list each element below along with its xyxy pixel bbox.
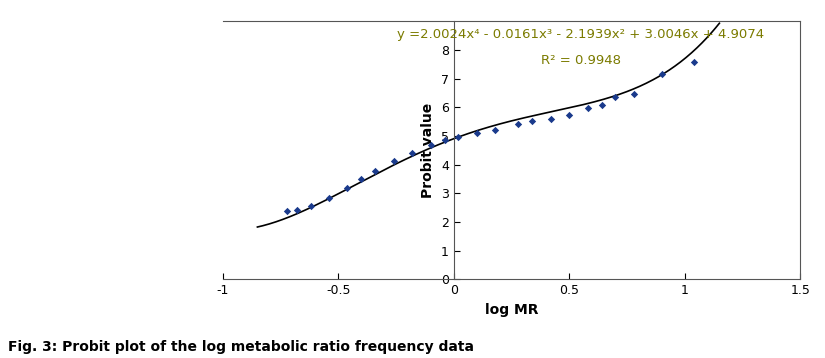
Y-axis label: Probit value: Probit value [422,103,436,198]
Point [687,59,700,64]
Point [290,207,304,213]
Point [526,118,539,124]
Text: y =2.0024x⁴ - 0.0161x³ - 2.1939x² + 3.0046x + 4.9074: y =2.0024x⁴ - 0.0161x³ - 2.1939x² + 3.00… [398,28,765,41]
Point [563,112,576,118]
Point [452,134,465,140]
Point [341,185,354,190]
Point [424,142,437,148]
Text: R² = 0.9948: R² = 0.9948 [541,54,620,67]
Point [470,130,483,136]
Point [512,121,525,127]
Point [544,117,558,122]
Point [406,150,419,155]
Point [280,208,294,214]
Point [304,203,317,209]
Point [581,105,594,111]
Point [438,137,451,143]
Point [488,127,502,132]
Point [609,95,622,100]
Point [369,168,382,174]
Point [323,195,336,200]
Point [655,72,668,77]
Point [595,102,608,107]
Point [387,158,400,164]
X-axis label: log MR: log MR [485,303,538,317]
Point [627,91,640,97]
Text: Fig. 3: Probit plot of the log metabolic ratio frequency data: Fig. 3: Probit plot of the log metabolic… [8,340,474,354]
Point [355,176,368,182]
